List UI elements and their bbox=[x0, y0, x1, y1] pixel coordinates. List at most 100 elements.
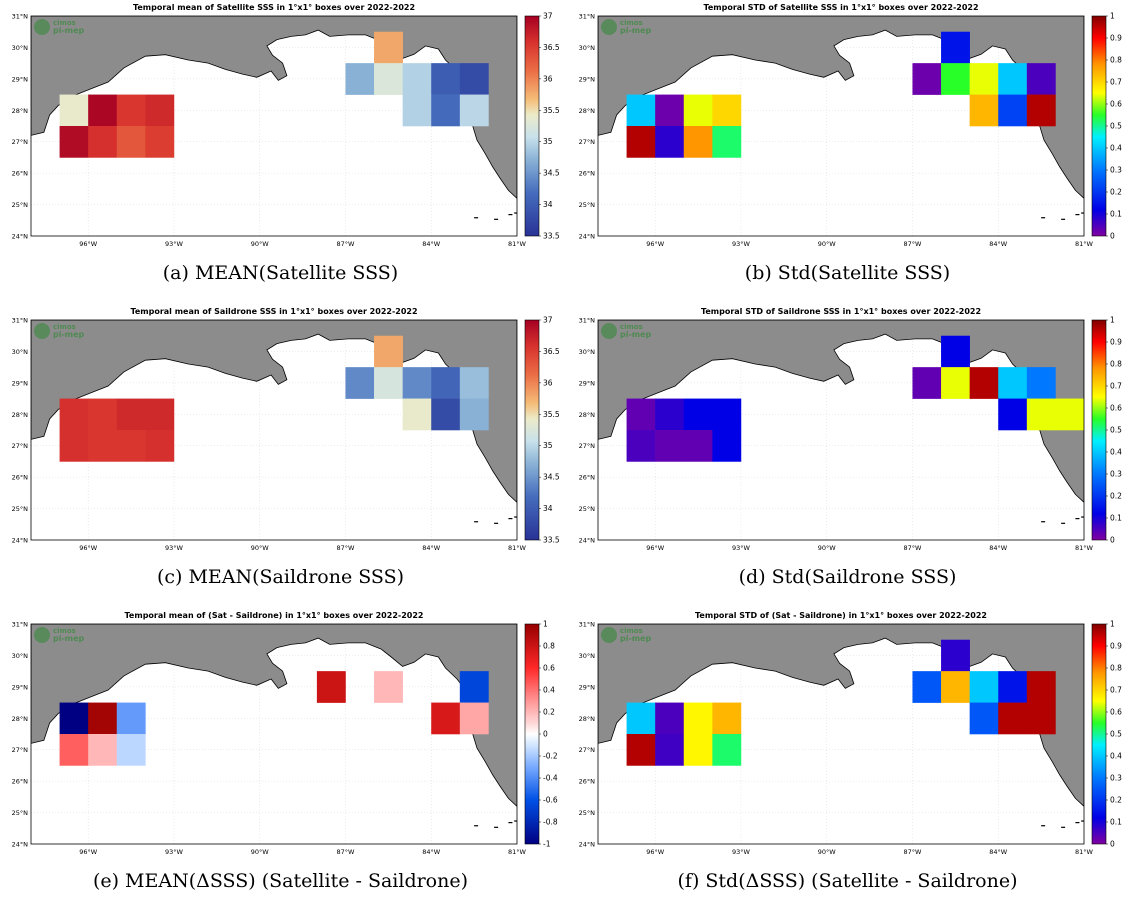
x-tick-label: 81°W bbox=[1075, 848, 1094, 856]
figure-caption: (d) Std(Saildrone SSS) bbox=[738, 566, 957, 588]
colorbar-tick-label: 37 bbox=[543, 316, 553, 325]
x-tick-label: 96°W bbox=[646, 240, 665, 248]
data-box bbox=[683, 94, 713, 127]
svg-text:pi-mep: pi-mep bbox=[620, 26, 652, 35]
x-tick-label: 84°W bbox=[422, 544, 441, 552]
y-tick-label: 28°N bbox=[12, 411, 29, 419]
colorbar-tick-label: 35 bbox=[543, 441, 553, 450]
x-tick-label: 87°W bbox=[336, 544, 355, 552]
colorbar-tick-label: 37 bbox=[543, 12, 553, 21]
figure-caption: (f) Std(ΔSSS) (Satellite - Saildrone) bbox=[677, 870, 1018, 892]
y-tick-label: 31°N bbox=[579, 621, 596, 629]
data-box bbox=[88, 94, 118, 127]
y-tick-label: 27°N bbox=[579, 138, 596, 146]
panel-b: Temporal STD of Satellite SSS in 1°x1° b… bbox=[567, 0, 1128, 299]
data-box bbox=[316, 671, 346, 703]
svg-text:cimos: cimos bbox=[620, 19, 643, 27]
data-box bbox=[626, 94, 656, 127]
x-tick-label: 93°W bbox=[165, 848, 184, 856]
data-box bbox=[145, 94, 175, 127]
x-tick-label: 96°W bbox=[646, 544, 665, 552]
colorbar-tick-label: -0.4 bbox=[543, 774, 558, 783]
colorbar-tick-label: 34.5 bbox=[543, 169, 560, 178]
data-box bbox=[374, 367, 403, 399]
data-box bbox=[145, 126, 175, 158]
data-box bbox=[145, 430, 175, 462]
x-tick-label: 93°W bbox=[732, 240, 751, 248]
colorbar bbox=[1091, 623, 1107, 845]
svg-text:pi-mep: pi-mep bbox=[620, 330, 652, 339]
data-box bbox=[431, 398, 461, 431]
y-tick-label: 29°N bbox=[579, 683, 596, 691]
svg-text:cimos: cimos bbox=[620, 627, 643, 635]
colorbar bbox=[524, 623, 540, 845]
colorbar-tick-label: -0.8 bbox=[543, 818, 558, 827]
colorbar-tick-label: 0 bbox=[543, 730, 548, 739]
y-tick-label: 29°N bbox=[12, 683, 29, 691]
data-box bbox=[116, 126, 146, 158]
data-box bbox=[459, 63, 489, 95]
data-box bbox=[59, 734, 89, 766]
figure-caption: (b) Std(Satellite SSS) bbox=[744, 262, 951, 284]
figure-caption: (c) MEAN(Saildrone SSS) bbox=[156, 566, 405, 588]
data-box bbox=[402, 94, 432, 127]
data-box bbox=[941, 367, 970, 399]
x-tick-label: 84°W bbox=[422, 240, 441, 248]
data-box bbox=[683, 126, 713, 158]
x-tick-label: 84°W bbox=[989, 240, 1008, 248]
data-box bbox=[1026, 63, 1056, 95]
data-box bbox=[941, 671, 970, 703]
data-box bbox=[969, 671, 999, 703]
x-tick-label: 84°W bbox=[989, 544, 1008, 552]
data-box bbox=[1026, 367, 1056, 399]
data-box bbox=[626, 702, 656, 735]
data-box bbox=[402, 367, 432, 399]
colorbar-tick-label: 0.9 bbox=[1110, 34, 1122, 43]
colorbar-tick-label: 33.5 bbox=[543, 536, 560, 545]
y-tick-label: 29°N bbox=[579, 379, 596, 387]
y-tick-label: 29°N bbox=[12, 379, 29, 387]
svg-text:pi-mep: pi-mep bbox=[53, 26, 85, 35]
chart-title: Temporal STD of (Sat - Saildrone) in 1°x… bbox=[695, 611, 987, 620]
svg-text:pi-mep: pi-mep bbox=[620, 634, 652, 643]
data-box bbox=[116, 430, 146, 462]
svg-text:cimos: cimos bbox=[53, 627, 76, 635]
data-box bbox=[59, 702, 89, 735]
data-box bbox=[88, 702, 118, 735]
data-box bbox=[345, 367, 375, 399]
colorbar-tick-label: 0.1 bbox=[1110, 210, 1122, 219]
colorbar bbox=[524, 15, 540, 237]
x-tick-label: 90°W bbox=[818, 240, 837, 248]
data-box bbox=[1026, 702, 1056, 735]
panel-f: Temporal STD of (Sat - Saildrone) in 1°x… bbox=[567, 608, 1128, 907]
data-box bbox=[969, 63, 999, 95]
colorbar-tick-label: 1 bbox=[1110, 620, 1115, 629]
data-box bbox=[402, 63, 432, 95]
x-tick-label: 81°W bbox=[508, 848, 527, 856]
x-tick-label: 90°W bbox=[251, 544, 270, 552]
data-box bbox=[655, 430, 685, 462]
data-box bbox=[912, 63, 942, 95]
data-box bbox=[1026, 671, 1056, 703]
data-box bbox=[998, 63, 1028, 95]
colorbar-tick-label: 0.2 bbox=[1110, 188, 1122, 197]
data-box bbox=[655, 94, 685, 127]
colorbar-tick-label: 0.7 bbox=[1110, 382, 1122, 391]
colorbar-tick-label: 36.5 bbox=[543, 347, 560, 356]
y-tick-label: 30°N bbox=[579, 652, 596, 660]
data-box bbox=[912, 367, 942, 399]
data-box bbox=[374, 671, 403, 703]
data-box bbox=[116, 702, 146, 735]
y-tick-label: 28°N bbox=[12, 107, 29, 115]
y-tick-label: 30°N bbox=[12, 652, 29, 660]
y-tick-label: 28°N bbox=[579, 715, 596, 723]
data-box bbox=[969, 367, 999, 399]
data-box bbox=[941, 639, 970, 672]
y-tick-label: 24°N bbox=[12, 841, 29, 849]
x-tick-label: 81°W bbox=[1075, 240, 1094, 248]
colorbar-tick-label: 0.2 bbox=[1110, 492, 1122, 501]
data-box bbox=[655, 126, 685, 158]
